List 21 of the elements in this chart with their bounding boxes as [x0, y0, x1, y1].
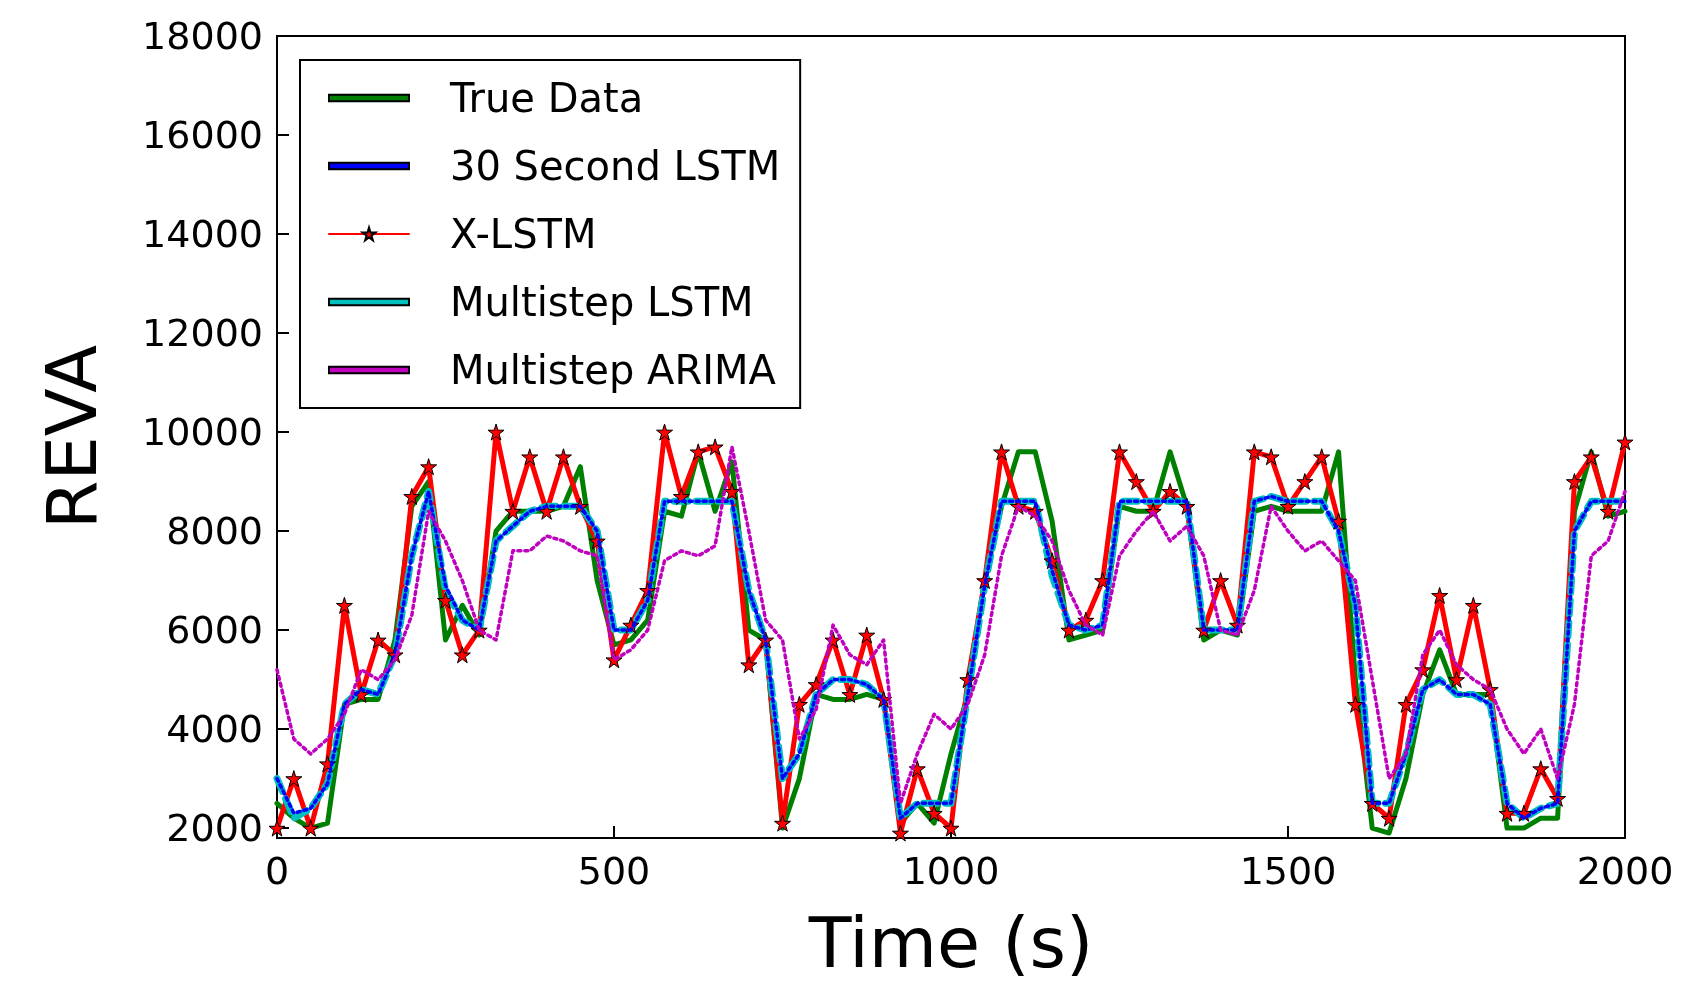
x-tick-label: 1000 [902, 849, 1000, 893]
x-tick-label: 0 [264, 849, 290, 893]
legend-label: Multistep ARIMA [450, 347, 777, 393]
legend-label: True Data [449, 75, 644, 121]
y-tick-label: 8000 [166, 509, 263, 554]
x-tick-label: 1500 [1239, 849, 1337, 893]
y-tick-label: 16000 [142, 113, 263, 158]
y-axis-title: REVA [31, 344, 113, 530]
y-tick-label: 18000 [142, 14, 263, 58]
legend-label: 30 Second LSTM [450, 143, 781, 189]
x-tick-label: 2000 [1576, 849, 1674, 893]
x-axis-title: Time (s) [807, 902, 1094, 984]
legend-label: Multistep LSTM [450, 279, 754, 325]
x-tick-label: 500 [577, 849, 651, 893]
y-tick-label: 2000 [166, 806, 263, 851]
legend-label: X-LSTM [450, 211, 597, 257]
y-tick-label: 6000 [166, 608, 263, 653]
y-tick-label: 4000 [166, 707, 263, 752]
y-tick-label: 14000 [142, 212, 263, 257]
y-tick-label: 10000 [142, 410, 263, 455]
y-tick-label: 12000 [142, 311, 263, 356]
